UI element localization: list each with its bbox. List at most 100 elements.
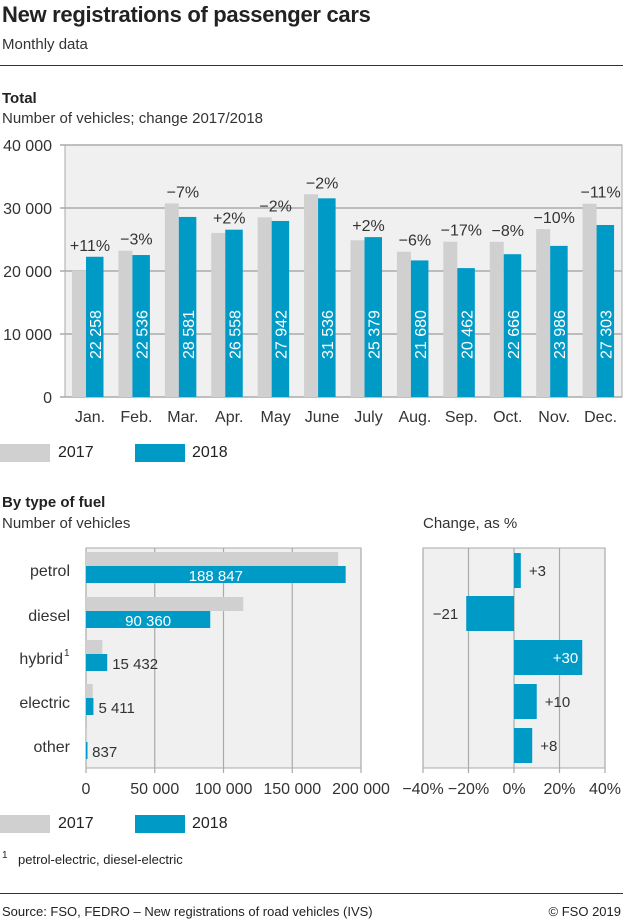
bar-2017: [582, 203, 597, 397]
bar-2018: [596, 224, 615, 397]
bar-2018: [550, 245, 568, 397]
legend-label-2017-fuel: 2017: [58, 815, 94, 832]
value-label-2018: 23 986: [552, 310, 569, 359]
bar-2017: [304, 194, 319, 397]
change-label: +30: [553, 650, 578, 667]
x-tick-label: Nov.: [538, 409, 570, 426]
y-tick-label: 10 000: [3, 327, 52, 344]
bar-2018: [86, 611, 211, 628]
x-tick-label: 0%: [502, 781, 525, 798]
bar-2017: [86, 552, 339, 566]
y-tick-label: 30 000: [3, 201, 52, 218]
change-label: +2%: [352, 218, 384, 235]
bar-2017: [86, 684, 93, 698]
bar-2017: [257, 217, 272, 397]
x-tick-label: Oct.: [493, 409, 522, 426]
value-label-2018: 5 411: [98, 700, 134, 717]
y-tick-label: 20 000: [3, 264, 52, 281]
x-tick-label: July: [354, 409, 382, 426]
x-tick-label: 20%: [543, 781, 575, 798]
legend-label-2017: 2017: [58, 444, 94, 461]
x-tick-label: 200 000: [332, 781, 390, 798]
legend-swatch-2018-fuel: [135, 815, 185, 833]
value-label-2018: 27 303: [599, 310, 616, 359]
x-tick-label: June: [305, 409, 340, 426]
copyright-text: © FSO 2019: [548, 904, 621, 919]
source-text: Source: FSO, FEDRO – New registrations o…: [2, 904, 373, 919]
bar-2018: [410, 260, 429, 397]
change-label: +3: [529, 563, 546, 580]
change-bar: [514, 640, 583, 675]
x-tick-label: 150 000: [263, 781, 321, 798]
x-tick-label: 100 000: [195, 781, 253, 798]
bar-2017: [86, 597, 244, 611]
x-tick-label: Sep.: [445, 409, 478, 426]
bar-2018: [132, 255, 150, 397]
footnote-text: petrol-electric, diesel-electric: [18, 852, 183, 867]
bar-2018: [271, 220, 290, 397]
bar-2017: [86, 728, 88, 742]
legend-label-2018: 2018: [192, 444, 228, 461]
value-label-2018: 20 462: [459, 310, 476, 359]
category-label: diesel: [28, 608, 70, 625]
bar-2018: [364, 237, 382, 397]
value-label-2018: 15 432: [112, 656, 158, 673]
change-label: −3%: [120, 232, 152, 249]
bar-2017: [164, 203, 179, 397]
bar-2018: [86, 698, 94, 715]
footnote-mark: 1: [64, 648, 70, 659]
y-tick-label: 0: [43, 390, 52, 407]
change-label: −10%: [533, 210, 574, 227]
fuel-charts: 0 50 000 100 000 150 000 200 000 188 847 petro…: [19, 547, 621, 798]
page-title: New registrations of passenger cars: [2, 2, 371, 27]
change-label: −11%: [580, 185, 620, 202]
category-label: hybrid: [19, 651, 63, 668]
x-tick-label: −20%: [448, 781, 489, 798]
bar-2018: [503, 254, 522, 397]
value-label-2018: 31 536: [320, 310, 337, 359]
change-bar: [466, 596, 514, 631]
change-label: +8: [540, 738, 557, 755]
x-tick-label: Apr.: [215, 409, 243, 426]
bar-2017: [72, 270, 86, 397]
bar-2017: [443, 241, 458, 397]
legend-swatch-2017-fuel: [0, 815, 50, 833]
value-label-2018: 22 258: [88, 310, 105, 359]
value-label-2018: 26 558: [227, 310, 244, 359]
value-label-2018: 22 536: [134, 310, 151, 359]
change-label: −2%: [259, 198, 291, 215]
change-chart-title: Change, as %: [423, 515, 518, 532]
legend-swatch-2017: [0, 444, 50, 462]
change-label: +10: [545, 694, 570, 711]
bar-2017: [118, 250, 133, 397]
x-tick-label: Jan.: [75, 409, 105, 426]
y-tick-label: 40 000: [3, 138, 52, 155]
x-tick-label: Aug.: [398, 409, 431, 426]
change-label: −2%: [306, 175, 338, 192]
x-tick-label: 0: [82, 781, 91, 798]
change-bar: [514, 553, 521, 588]
fuel-chart-title: By type of fuel: [2, 494, 106, 511]
bar-2017: [396, 251, 411, 397]
category-label: other: [34, 739, 71, 756]
legend-label-2018-fuel: 2018: [192, 815, 228, 832]
category-label: petrol: [30, 563, 70, 580]
bar-2018: [318, 198, 336, 397]
change-label: −8%: [492, 223, 524, 240]
footer-divider: [0, 893, 623, 894]
bar-2018: [178, 216, 197, 397]
change-label: +2%: [213, 211, 245, 228]
value-label-2018: 90 360: [125, 613, 171, 630]
value-label-2018: 22 666: [506, 310, 523, 359]
bar-2017: [86, 640, 103, 654]
value-label-2018: 25 379: [367, 310, 384, 359]
change-label: −21: [433, 606, 458, 623]
fuel-chart-label: Number of vehicles: [2, 515, 131, 532]
total-chart: 0 10 000 20 000 30 000 40 000 22 258 +11% Jan. 2…: [3, 138, 623, 426]
bar-2017: [489, 241, 504, 397]
change-label: −17%: [441, 223, 482, 240]
x-tick-label: May: [261, 409, 291, 426]
bar-2018: [457, 268, 475, 397]
total-chart-ylabel: Number of vehicles; change 2017/2018: [2, 110, 264, 127]
